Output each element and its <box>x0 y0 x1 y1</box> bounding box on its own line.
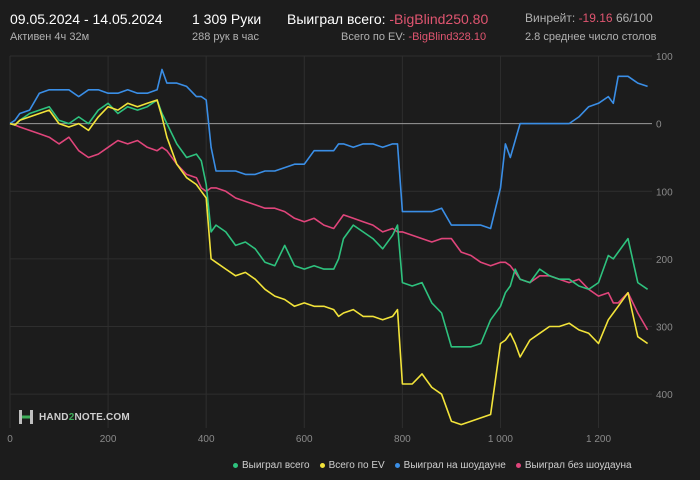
y-tick-label: 400 <box>656 390 673 401</box>
ev-total-value: -BigBlind328.10 <box>408 31 487 43</box>
x-tick-label: 1 000 <box>488 434 513 445</box>
won-total-label: Выиграл всего: <box>287 11 386 27</box>
legend-item-ev[interactable]: Всего по EV <box>319 460 385 471</box>
plot-area <box>10 56 652 428</box>
x-tick-label: 400 <box>198 434 215 445</box>
date-range: 09.05.2024 - 14.05.2024 <box>10 11 163 27</box>
winrate: Винрейт: -19.16 66/100 <box>525 11 653 25</box>
hand2note-logo-text: HAND2NOTE.COM <box>39 411 130 423</box>
x-tick-label: 200 <box>100 434 117 445</box>
chart-grid <box>9 55 652 428</box>
y-tick-label: 100 <box>656 52 673 63</box>
hand2note-logo-icon <box>19 410 33 424</box>
y-tick-label: 300 <box>656 323 673 334</box>
active-time: Активен 4ч 32м <box>10 31 90 43</box>
legend-label-nonshowdown: Выиграл без шоудауна <box>524 460 632 471</box>
legend-dot-nonshowdown <box>515 463 521 468</box>
x-tick-label: 800 <box>394 434 411 445</box>
legend-item-nonshowdown[interactable]: Выиграл без шоудауна <box>515 460 632 471</box>
ev-total: Всего по EV: -BigBlind328.10 <box>341 31 486 43</box>
hands-per-hour: 288 рук в час <box>192 31 260 43</box>
ev-total-label: Всего по EV: <box>341 31 406 43</box>
winrate-label: Винрейт: <box>525 11 576 25</box>
series-nonshowdown-line <box>9 122 649 331</box>
y-tick-label: 100 <box>656 187 673 198</box>
x-tick-label: 1 200 <box>586 434 611 445</box>
y-tick-label: 200 <box>656 255 673 266</box>
legend-item-won[interactable]: Выиграл всего <box>233 460 310 471</box>
winrate-extra: 66/100 <box>615 11 653 25</box>
legend-dot-ev <box>319 463 325 468</box>
legend-dot-showdown <box>394 463 400 468</box>
won-total: Выиграл всего: -BigBlind250.80 <box>287 11 488 27</box>
chart-legend: Выиграл всего Всего по EV Выиграл на шоу… <box>233 460 632 471</box>
avg-tables: 2.8 среднее число столов <box>525 31 657 43</box>
legend-dot-won <box>233 463 238 468</box>
series-showdown-line <box>9 68 648 230</box>
legend-item-showdown[interactable]: Выиграл на шоудауне <box>394 460 506 471</box>
hands-count: 1 309 Руки <box>192 11 262 27</box>
hand2note-logo: HAND2NOTE.COM <box>17 408 130 426</box>
series-won-line <box>9 99 649 348</box>
won-total-value: -BigBlind250.80 <box>389 11 489 27</box>
series-ev-line <box>9 99 649 426</box>
winrate-value: -19.16 <box>578 11 613 25</box>
x-tick-label: 600 <box>296 434 313 445</box>
legend-label-showdown: Выиграл на шоудауне <box>403 460 506 471</box>
y-tick-label: 0 <box>656 120 662 131</box>
x-tick-label: 0 <box>7 434 13 445</box>
chart-series <box>9 68 649 426</box>
legend-label-won: Выиграл всего <box>242 460 310 471</box>
legend-label-ev: Всего по EV <box>328 460 385 471</box>
